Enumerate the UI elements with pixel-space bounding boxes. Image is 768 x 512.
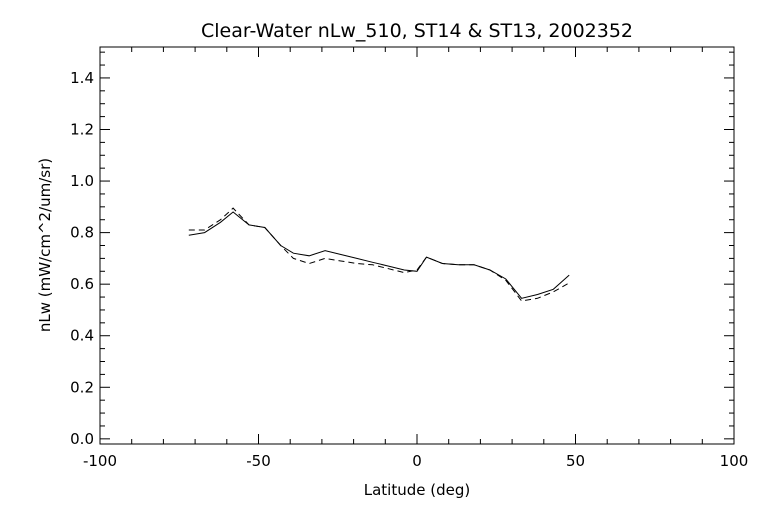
y-tick-label: 0.0 [70,430,94,448]
x-tick-label: -100 [83,452,117,470]
plot-frame [99,46,735,445]
y-tick-label: 0.6 [70,275,94,293]
y-tick-label: 0.2 [70,378,94,396]
series-line-solid [188,211,570,299]
y-tick-label: 1.2 [70,120,94,138]
series-group [188,207,570,302]
x-tick-label: 0 [412,452,422,470]
axis-ticks: -100 -50 0 50 100 0.0 0.2 0.4 0.6 0.8 1.0 1.2 1.4 [70,47,748,470]
x-tick-label: 100 [720,452,749,470]
series-line-dashed [188,207,570,302]
y-tick-label: 1.0 [70,172,94,190]
y-tick-label: 0.8 [70,224,94,242]
x-tick-label: 50 [566,452,585,470]
chart-title: Clear-Water nLw_510, ST14 & ST13, 200235… [201,20,633,42]
y-tick-label: 0.4 [70,327,94,345]
y-axis-label: nLw (mW/cm^2/um/sr) [36,158,54,332]
x-axis-label: Latitude (deg) [364,481,470,499]
y-tick-label: 1.4 [70,69,94,87]
x-tick-label: -50 [246,452,271,470]
